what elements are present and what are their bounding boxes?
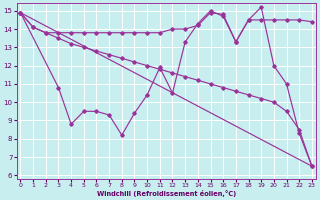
X-axis label: Windchill (Refroidissement éolien,°C): Windchill (Refroidissement éolien,°C)	[97, 190, 236, 197]
